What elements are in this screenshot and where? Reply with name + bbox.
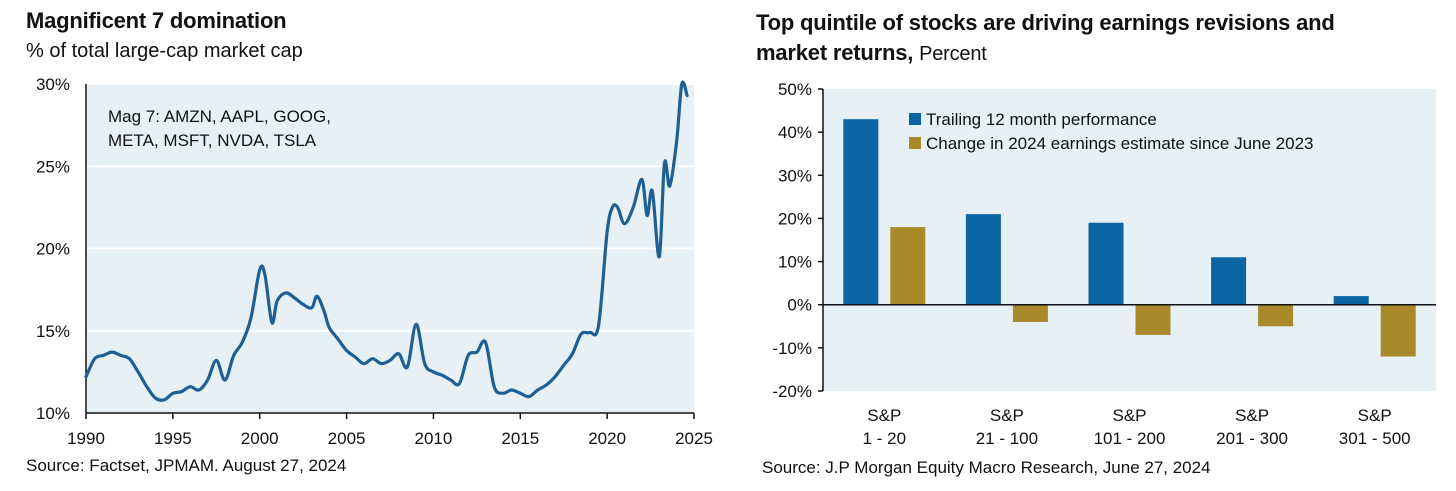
category-label-line1: S&P	[867, 406, 901, 425]
mag7-chart-subtitle: % of total large-cap market cap	[26, 40, 303, 62]
mag7-chart-title: Magnificent 7 domination	[26, 8, 287, 33]
y-tick-label: 40%	[778, 123, 812, 142]
trailing-12m-bar	[965, 214, 1001, 305]
legend-entry: Change in 2024 earnings estimate since J…	[926, 134, 1314, 153]
trailing-12m-bar	[843, 119, 879, 305]
x-tick-label: 2000	[241, 429, 279, 448]
legend-entry: Trailing 12 month performance	[926, 110, 1157, 129]
x-tick-label: 2015	[501, 429, 539, 448]
y-tick-label: 20%	[778, 209, 812, 228]
earnings-revision-bar	[1380, 304, 1416, 357]
y-tick-label: 20%	[36, 240, 70, 259]
category-label-line1: S&P	[1112, 406, 1146, 425]
quintile-chart-title-line2-text: market returns,	[756, 40, 914, 65]
category-label-line2: 1 - 20	[863, 429, 906, 448]
quintile-chart-source: Source: J.P Morgan Equity Macro Research…	[762, 458, 1211, 477]
y-tick-label: 15%	[36, 322, 70, 341]
mag7-chart-panel: Magnificent 7 domination % of total larg…	[0, 0, 720, 491]
x-tick-label: 2020	[588, 429, 626, 448]
trailing-12m-bar	[1088, 222, 1124, 305]
category-label-line1: S&P	[1358, 406, 1392, 425]
trailing-12m-bar	[1211, 257, 1247, 305]
annotation-text-line2: META, MSFT, NVDA, TSLA	[108, 131, 317, 150]
y-tick-label: 30%	[778, 166, 812, 185]
quintile-chart-title: Top quintile of stocks are driving earni…	[756, 10, 1335, 35]
mag7-share-line	[84, 80, 689, 402]
earnings-revision-bar	[1012, 304, 1048, 322]
legend-swatch	[909, 113, 921, 125]
y-tick-label: 30%	[36, 75, 70, 94]
y-tick-label: -20%	[772, 382, 812, 401]
category-label-line2: 301 - 500	[1339, 429, 1411, 448]
earnings-revision-bar	[1258, 304, 1294, 327]
quintile-bar-chart: -20% -10% 0% 10% 20% 30% 40% 50% S&P 1 - 20 S&P 21 …	[772, 80, 1436, 448]
y-tick-label: 50%	[778, 80, 812, 99]
category-label-line2: 21 - 100	[976, 429, 1038, 448]
quintile-chart-panel: Top quintile of stocks are driving earni…	[740, 0, 1456, 491]
annotation-text-line1: Mag 7: AMZN, AAPL, GOOG,	[108, 107, 331, 126]
category-label-line2: 101 - 200	[1094, 429, 1166, 448]
y-tick-label: 25%	[36, 157, 70, 176]
mag7-line-chart: 10% 15% 20% 25% 30% 1990 1995 2000 2005 2010 2015 2…	[36, 75, 713, 448]
x-tick-label: 2010	[415, 429, 453, 448]
mag7-chart-source: Source: Factset, JPMAM. August 27, 2024	[26, 456, 347, 475]
x-tick-label: 2025	[675, 429, 713, 448]
category-label-line2: 201 - 300	[1216, 429, 1288, 448]
earnings-revision-bar	[890, 227, 926, 305]
legend-swatch	[909, 137, 921, 149]
x-tick-label: 2005	[328, 429, 366, 448]
y-tick-label: 10%	[778, 253, 812, 272]
y-tick-label: 10%	[36, 404, 70, 423]
y-tick-label: 0%	[787, 296, 812, 315]
quintile-chart-title-line2: market returns, Percent	[756, 38, 987, 69]
trailing-12m-bar	[1333, 296, 1369, 305]
quintile-chart-title-unit: Percent	[919, 43, 987, 65]
earnings-revision-bar	[1135, 304, 1171, 335]
y-tick-label: -10%	[772, 339, 812, 358]
x-tick-label: 1995	[154, 429, 192, 448]
category-label-line1: S&P	[1235, 406, 1269, 425]
category-label-line1: S&P	[990, 406, 1024, 425]
x-tick-label: 1990	[67, 429, 105, 448]
